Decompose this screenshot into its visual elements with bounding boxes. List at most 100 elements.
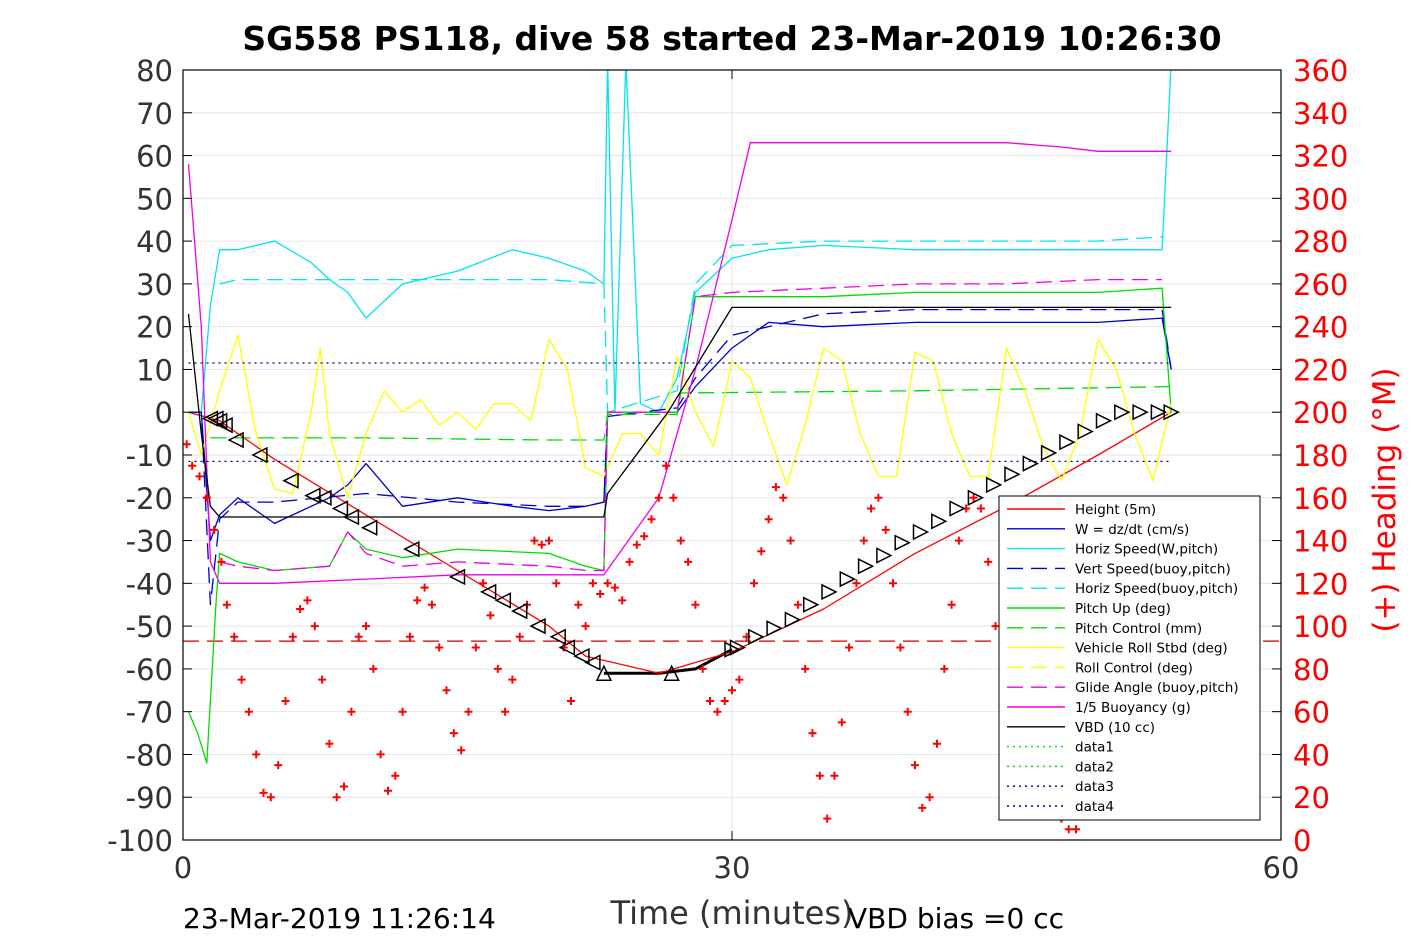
heading-point: [369, 664, 378, 673]
dive-marker: [1150, 403, 1168, 421]
heading-point: [222, 600, 231, 609]
heading-point: [837, 718, 846, 727]
heading-point: [750, 579, 758, 588]
heading-point: [210, 525, 219, 534]
heading-point: [354, 632, 363, 641]
dive-marker: [282, 472, 299, 489]
heading-point: [852, 579, 861, 588]
y-tick-label: -50: [126, 610, 173, 644]
heading-point: [713, 707, 722, 716]
heading-point: [823, 814, 832, 823]
heading-point: [815, 771, 824, 780]
legend-entry: 1/5 Buoyancy (g): [1075, 700, 1191, 716]
series-lines: [183, 70, 1281, 764]
legend-entry: Horiz Speed(buoy,pitch): [1075, 581, 1238, 597]
y2-tick-label: 140: [1293, 525, 1348, 559]
dive-marker: [784, 611, 802, 628]
heading-point: [296, 605, 305, 613]
series-line: [187, 334, 1172, 499]
series-line: [219, 236, 1163, 413]
heading-point: [991, 622, 1000, 631]
series-line: [603, 648, 733, 675]
dive-marker: [729, 639, 747, 656]
dive-marker: [529, 617, 546, 635]
heading-point: [574, 600, 583, 609]
heading-point: [449, 729, 458, 738]
dive-marker: [448, 568, 466, 586]
heading-point: [976, 504, 985, 513]
heading-point: [464, 707, 473, 716]
heading-point: [625, 557, 634, 566]
heading-point: [230, 632, 239, 641]
y2-tick-label: 240: [1293, 311, 1348, 345]
heading-point: [413, 596, 422, 605]
heading-point: [347, 707, 356, 716]
heading-point: [925, 793, 934, 802]
dive-marker: [511, 602, 528, 620]
dive-marker: [1040, 444, 1058, 462]
y-tick-label: -30: [126, 525, 173, 559]
heading-point: [698, 664, 707, 673]
x-tick-label: 0: [174, 851, 192, 885]
heading-point: [596, 590, 605, 598]
heading-point: [706, 697, 714, 705]
footer-vbd-bias: VBD bias =0 cc: [848, 902, 1064, 935]
heading-point: [764, 515, 773, 524]
heading-point: [867, 504, 876, 513]
heading-point: [501, 707, 510, 716]
heading-point: [471, 643, 480, 652]
series-line: [188, 411, 1172, 674]
heading-point: [618, 596, 627, 605]
heading-point: [442, 686, 451, 695]
dive-marker: [584, 654, 601, 671]
chart-title: SG558 PS118, dive 58 started 23-Mar-2019…: [242, 19, 1221, 58]
y-tick-label: 50: [136, 182, 173, 216]
series-line: [210, 385, 1172, 441]
y-tick-label: 60: [136, 140, 173, 174]
legend-entry: Pitch Up (deg): [1075, 601, 1171, 617]
heading-point: [195, 472, 204, 481]
heading-point: [281, 697, 290, 705]
dive-marker: [876, 547, 893, 564]
legend-entry: Glide Angle (buoy,pitch): [1075, 680, 1239, 696]
x-tick-label: 60: [1263, 851, 1300, 885]
y2-tick-label: 320: [1293, 140, 1348, 174]
y-tick-label: -40: [126, 567, 173, 601]
y-tick-label: -20: [126, 482, 173, 516]
series-line: [188, 308, 1172, 606]
series-line: [187, 306, 1172, 518]
heading-point: [654, 493, 663, 502]
heading-point: [508, 675, 517, 684]
x-tick-label: 30: [714, 851, 751, 885]
dive-marker: [857, 557, 875, 575]
series-line: [188, 317, 1172, 542]
legend: Height (5m) W = dz/dt (cm/s) Horiz Speed(W…: [998, 495, 1261, 821]
heading-point: [830, 771, 839, 780]
heading-point: [720, 697, 729, 705]
heading-point: [859, 536, 868, 545]
legend-entry: W = dz/dt (cm/s): [1075, 522, 1189, 538]
heading-point: [537, 540, 546, 549]
dive-marker: [766, 620, 783, 637]
heading-point: [793, 600, 802, 609]
y2-tick-label: 0: [1293, 824, 1311, 858]
y-tick-label: 30: [136, 268, 173, 302]
dive-marker: [479, 583, 497, 601]
legend-entry: Roll Control (deg): [1075, 660, 1193, 676]
dive-marker: [839, 570, 856, 588]
dive-marker: [251, 446, 268, 464]
y-tick-label: 0: [155, 396, 173, 430]
heading-point: [669, 493, 678, 502]
heading-point: [845, 643, 854, 652]
heading-point: [486, 611, 495, 620]
heading-point: [493, 664, 502, 673]
y2-tick-label: 340: [1293, 97, 1348, 131]
y2-tick-label: 200: [1293, 396, 1348, 430]
dive-marker: [1132, 403, 1149, 421]
legend-entry: Height (5m): [1075, 502, 1156, 518]
heading-point: [1064, 825, 1073, 834]
heading-point: [662, 461, 671, 470]
dive-markers: [201, 403, 1180, 681]
heading-point: [188, 461, 197, 470]
